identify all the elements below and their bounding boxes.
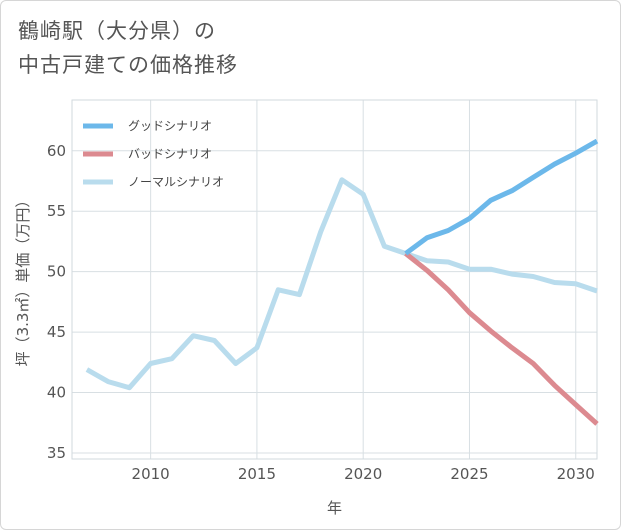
x-tick-label: 2010 [132,465,170,483]
y-tick-label: 60 [47,142,66,160]
legend-item-bad[interactable]: バッドシナリオ [83,147,212,161]
legend-item-good[interactable]: グッドシナリオ [83,119,212,133]
x-tick-label: 2020 [344,465,382,483]
x-tick-label: 2025 [450,465,488,483]
y-axis-title: 坪（3.3㎡）単価（万円） [14,193,32,367]
legend-label: グッドシナリオ [128,119,212,133]
y-tick-label: 35 [47,444,66,462]
legend-label: バッドシナリオ [128,147,212,161]
x-tick-label: 2015 [238,465,276,483]
normal-scenario-line [85,177,598,391]
bad-scenario-line [404,251,599,426]
tick-labels: 2010 2015 2020 2025 2030 35 40 45 50 55 60 [47,142,595,483]
series-lines [85,138,599,426]
legend-label: ノーマルシナリオ [128,175,224,189]
legend-item-normal[interactable]: ノーマルシナリオ [83,175,224,189]
chart-title: 鶴崎駅（大分県）の 中古戸建ての価格推移 [18,14,238,82]
chart-title-line2: 中古戸建ての価格推移 [18,53,238,77]
chart-title-line1: 鶴崎駅（大分県）の [18,19,216,43]
x-axis-title: 年 [327,499,342,517]
x-tick-label: 2030 [557,465,595,483]
y-tick-label: 40 [47,384,66,402]
y-tick-label: 45 [47,323,66,341]
good-scenario-line [404,138,599,256]
plot-frame [71,99,598,460]
y-tick-label: 55 [47,202,66,220]
gridlines [72,100,597,459]
y-tick-label: 50 [47,263,66,281]
